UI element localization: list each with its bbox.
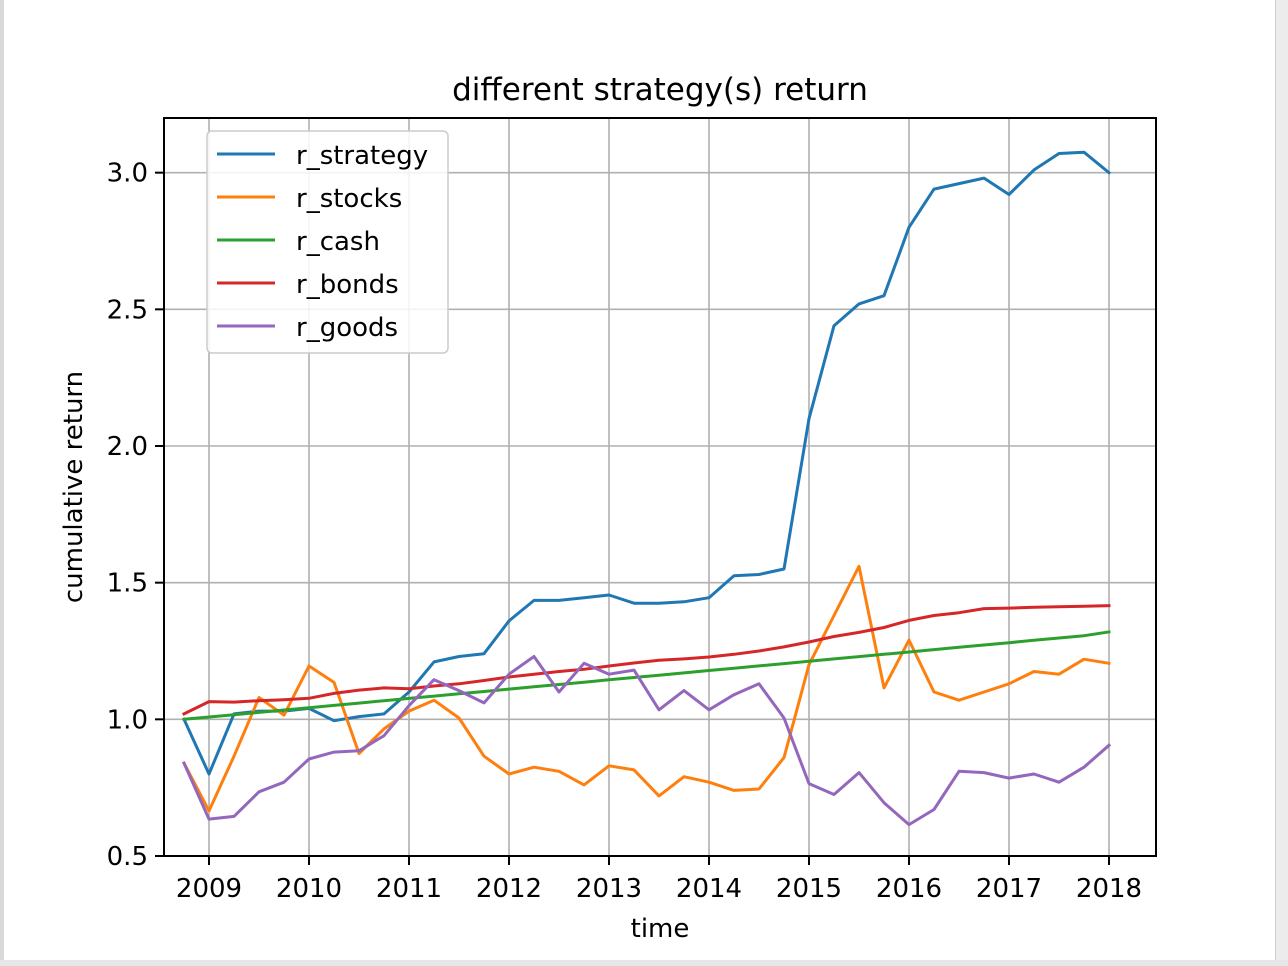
y-tick-label-1.0: 1.0 bbox=[107, 705, 148, 735]
x-tick-label-2016: 2016 bbox=[876, 874, 942, 904]
y-tick-label-1.5: 1.5 bbox=[107, 569, 148, 599]
y-tick-label-3.0: 3.0 bbox=[107, 159, 148, 189]
x-tick-label-2013: 2013 bbox=[576, 874, 642, 904]
plot-area-frame bbox=[163, 117, 1157, 857]
legend-label-r-goods: r_goods bbox=[296, 313, 398, 343]
series-lines bbox=[181, 150, 1112, 827]
x-tick-label-2018: 2018 bbox=[1076, 874, 1142, 904]
legend-label-r-strategy: r_strategy bbox=[296, 141, 428, 171]
legend-label-r-stocks: r_stocks bbox=[296, 184, 402, 214]
legend-label-r-bonds: r_bonds bbox=[296, 270, 399, 300]
y-tick-label-2.0: 2.0 bbox=[107, 432, 148, 462]
x-tick-label-2010: 2010 bbox=[276, 874, 342, 904]
x-tick-label-2011: 2011 bbox=[376, 874, 442, 904]
x-tick-label-2012: 2012 bbox=[476, 874, 542, 904]
axis-ticks: 2009 2010 2011 2012 2013 2014 2015 2016 2017 2018… bbox=[107, 159, 1142, 904]
line-chart: different strategy(s) return time cumula… bbox=[59, 72, 1157, 944]
y-axis-label: cumulative return bbox=[59, 371, 89, 603]
x-tick-label-2017: 2017 bbox=[976, 874, 1042, 904]
x-tick-label-2014: 2014 bbox=[676, 874, 742, 904]
series-line-r-cash bbox=[182, 630, 1111, 721]
series-line-r-goods bbox=[182, 655, 1112, 827]
x-tick-label-2009: 2009 bbox=[176, 874, 242, 904]
legend: r_strategy r_stocks r_cash r_bonds r_goo… bbox=[206, 130, 449, 354]
series-line-r-strategy bbox=[182, 150, 1112, 776]
window-bottom-edge bbox=[0, 960, 1288, 966]
legend-label-r-cash: r_cash bbox=[296, 227, 380, 257]
legend-box bbox=[206, 130, 449, 354]
window-right-edge bbox=[1275, 0, 1288, 966]
y-tick-label-2.5: 2.5 bbox=[107, 295, 148, 325]
x-axis-label: time bbox=[631, 914, 690, 944]
window-left-edge bbox=[0, 0, 4, 966]
series-line-r-bonds bbox=[181, 604, 1111, 716]
x-tick-label-2015: 2015 bbox=[776, 874, 842, 904]
chart-title: different strategy(s) return bbox=[452, 72, 868, 108]
y-tick-label-0.5: 0.5 bbox=[107, 842, 148, 872]
